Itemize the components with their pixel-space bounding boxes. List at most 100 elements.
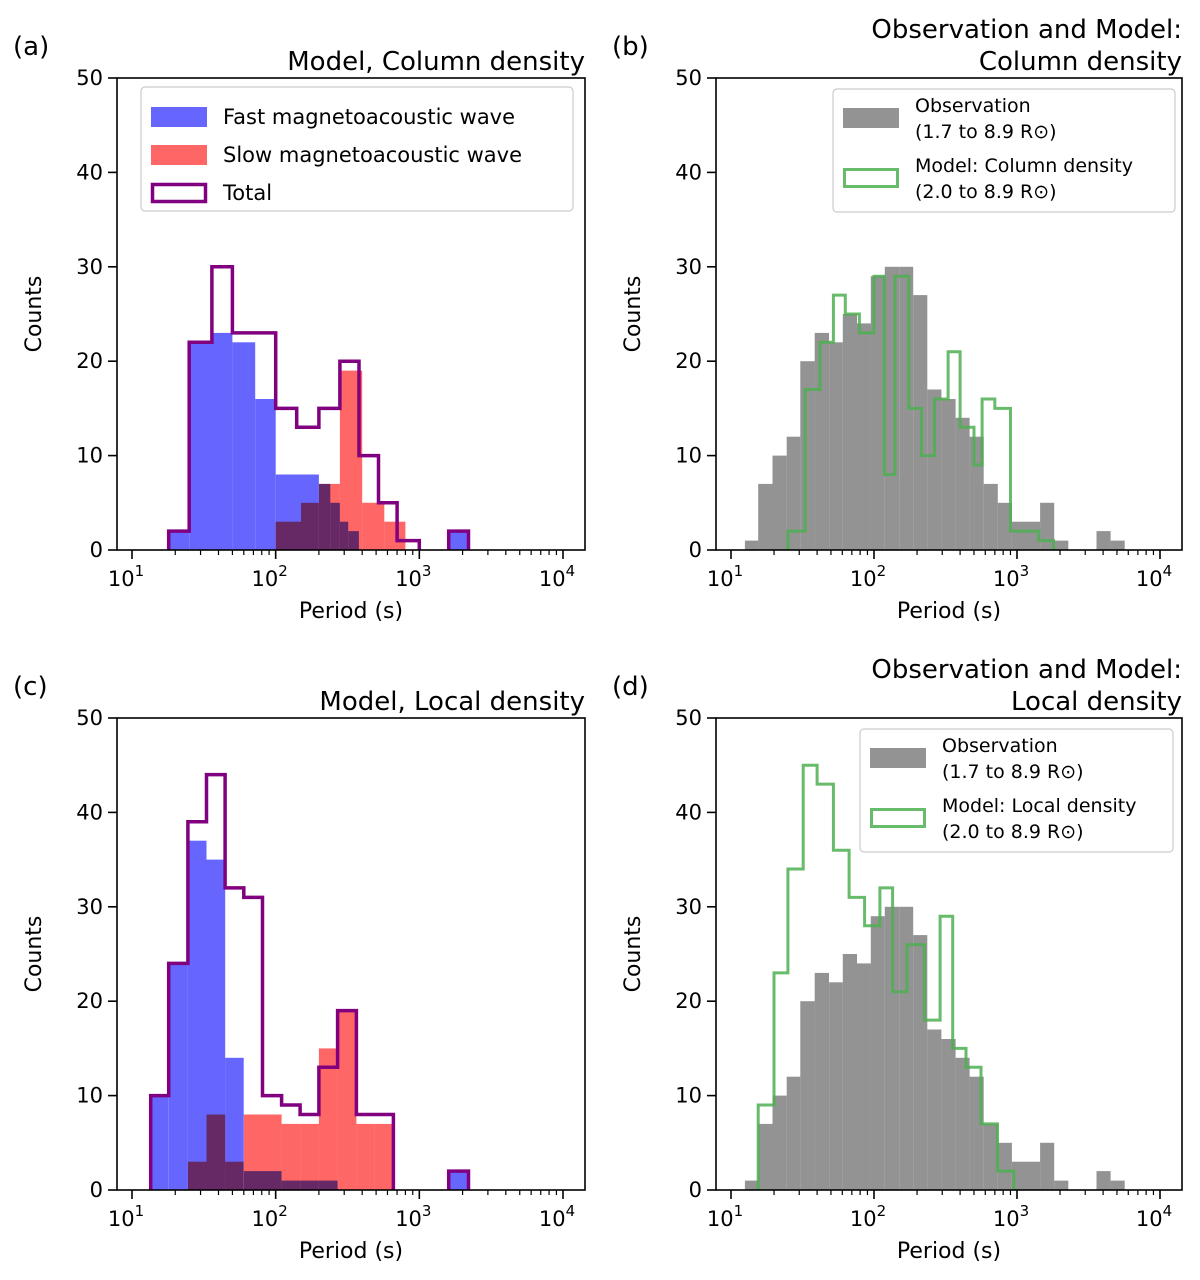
x-tick-label: 104 [1136, 1202, 1172, 1231]
obs-bar [758, 1123, 773, 1190]
y-axis-label: Counts [22, 916, 47, 993]
obs-bar [814, 972, 829, 1190]
model-step-line [786, 274, 1055, 550]
obs-bar [1110, 1180, 1125, 1190]
obs-bar [927, 389, 942, 550]
legend-label: Model: Local density [942, 795, 1136, 817]
legend-label: Total [222, 181, 272, 205]
y-tick-label: 30 [76, 255, 103, 279]
panel-c: 0 10 20 30 40 50 101 102 103 104 Period (s) Counts (… [13, 672, 586, 1264]
obs-bar [1026, 1161, 1041, 1190]
panel-title: Observation and Model: [871, 15, 1182, 45]
x-axis-label: Period (s) [897, 599, 1001, 624]
fast2-bar [448, 1171, 469, 1190]
legend-label: Observation [915, 95, 1031, 117]
slow-bar [262, 1114, 282, 1190]
panel-label: (d) [612, 672, 649, 702]
x-axis-label: Period (s) [897, 1239, 1001, 1264]
obs-bar [857, 963, 871, 1190]
obs-bar [786, 1076, 801, 1190]
y-tick-label: 0 [90, 1178, 103, 1202]
slow-bar [318, 1048, 338, 1190]
x-tick-label: 102 [252, 562, 288, 591]
total2-step-line [446, 529, 471, 550]
x-tick-label: 104 [1136, 562, 1172, 591]
slow-bar [384, 521, 406, 550]
obs-bar [829, 982, 843, 1190]
slow-bar [362, 502, 385, 550]
obs-bar [1011, 521, 1026, 550]
obs-bar [1096, 1171, 1111, 1190]
legend: Observation (1.7 to 8.9 R⊙) Model: Column… [832, 88, 1176, 213]
obs-legend-swatch [843, 108, 899, 128]
obs-bar [758, 483, 773, 550]
model-legend-swatch [843, 168, 899, 188]
slow-bar [301, 502, 319, 550]
panel-b: 0 10 20 30 40 50 101 102 103 104 Period (s) Counts (… [612, 15, 1183, 624]
obs-bar [870, 916, 885, 1190]
obs-bar [744, 540, 759, 550]
model-step-line [756, 763, 1016, 1190]
axes-frame [116, 77, 586, 551]
obs-bar [1110, 540, 1125, 550]
y-tick-label: 30 [76, 895, 103, 919]
legend-label: (1.7 to 8.9 R⊙) [942, 761, 1084, 783]
y-tick-label: 40 [675, 160, 702, 184]
obs-bar [842, 954, 857, 1190]
legend-label: Fast magnetoacoustic wave [223, 105, 515, 129]
legend-label: Slow magnetoacoustic wave [223, 143, 522, 167]
total-step-line [166, 265, 422, 550]
y-tick-label: 20 [675, 989, 702, 1013]
legend: Fast magnetoacoustic wave Slow magnetoaco… [140, 86, 574, 212]
obs-bar [884, 906, 900, 1190]
obs-bar [927, 1029, 942, 1190]
x-tick-label: 104 [539, 562, 575, 591]
obs-bar [983, 1123, 998, 1190]
obs-bar [955, 417, 970, 550]
y-tick-label: 20 [675, 349, 702, 373]
fast-bar [211, 332, 233, 550]
x-tick-label: 103 [395, 1202, 431, 1231]
panel-label: (b) [612, 32, 649, 62]
legend-label: Observation [942, 735, 1058, 757]
legend-box [140, 86, 574, 212]
legend: Observation (1.7 to 8.9 R⊙) Model: Local … [859, 728, 1174, 853]
slow-bar [339, 370, 363, 550]
obs-bar [1096, 531, 1111, 550]
y-tick-label: 20 [76, 989, 103, 1013]
x-tick-label: 103 [993, 562, 1029, 591]
legend-label: (2.0 to 8.9 R⊙) [942, 821, 1084, 843]
model-legend-swatch [870, 808, 926, 828]
panel-d: 0 10 20 30 40 50 101 102 103 104 Period (s) Counts (… [612, 655, 1183, 1264]
y-tick-label: 10 [675, 1084, 702, 1108]
x-tick-label: 101 [707, 1202, 743, 1231]
x-tick-label: 103 [993, 1202, 1029, 1231]
obs-bar [1026, 521, 1041, 550]
fast-bar [189, 342, 212, 550]
panel-label: (c) [13, 672, 48, 702]
panel-title: Model, Column density [287, 47, 585, 77]
fast-bar [187, 840, 207, 1190]
obs-bar [997, 1142, 1012, 1190]
obs-bar [1054, 1180, 1069, 1190]
slow-bar [374, 1123, 394, 1190]
panel-label: (a) [13, 32, 49, 62]
panel-title: Model, Local density [319, 687, 585, 717]
obs-bar [800, 1001, 815, 1190]
x-tick-label: 104 [539, 1202, 575, 1231]
axes-frame [715, 717, 1183, 1191]
slow-bar [275, 521, 301, 550]
obs-bar [857, 323, 871, 550]
slow-bar [318, 483, 340, 550]
total-legend-swatch [150, 182, 208, 204]
slow-bar [337, 1010, 357, 1190]
axes-frame [116, 717, 586, 1191]
fast-bar [206, 859, 226, 1190]
slow-bar [187, 1161, 207, 1190]
y-tick-label: 50 [675, 66, 702, 90]
y-tick-label: 40 [76, 800, 103, 824]
y-tick-label: 10 [76, 1084, 103, 1108]
legend-label: (1.7 to 8.9 R⊙) [915, 121, 1057, 143]
y-tick-label: 40 [76, 160, 103, 184]
